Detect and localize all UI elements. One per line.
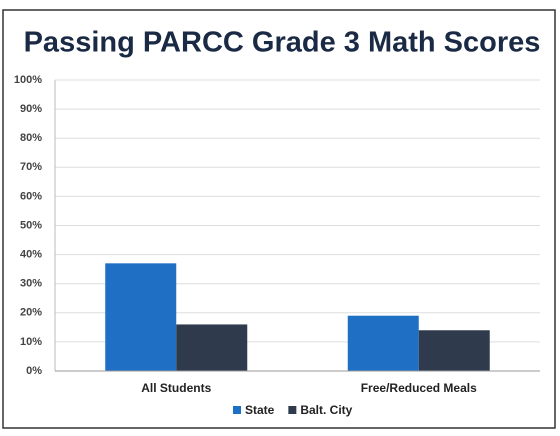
- x-tick-label: All Students: [141, 381, 211, 395]
- bar: [347, 315, 419, 371]
- y-tick-label: 40%: [20, 249, 42, 261]
- frame: [2, 9, 556, 429]
- chart-title: Passing PARCC Grade 3 Math Scores: [24, 27, 541, 59]
- y-tick-label: 50%: [20, 219, 42, 231]
- y-tick-label: 70%: [20, 161, 42, 173]
- legend-swatch: [288, 406, 297, 414]
- bar: [176, 324, 248, 371]
- legend-label: Balt. City: [300, 403, 352, 417]
- y-tick-label: 20%: [20, 307, 42, 319]
- y-tick-label: 10%: [20, 336, 42, 348]
- legend-label: State: [245, 403, 275, 417]
- x-tick-label: Free/Reduced Meals: [361, 381, 477, 395]
- legend-swatch: [233, 406, 241, 414]
- y-tick-label: 90%: [20, 103, 42, 115]
- bar: [418, 330, 490, 371]
- y-tick-label: 30%: [20, 278, 42, 290]
- bar: [105, 263, 177, 371]
- y-tick-label: 80%: [20, 132, 42, 144]
- y-tick-label: 0%: [26, 365, 42, 377]
- y-tick-label: 100%: [14, 74, 42, 86]
- y-tick-label: 60%: [20, 190, 42, 202]
